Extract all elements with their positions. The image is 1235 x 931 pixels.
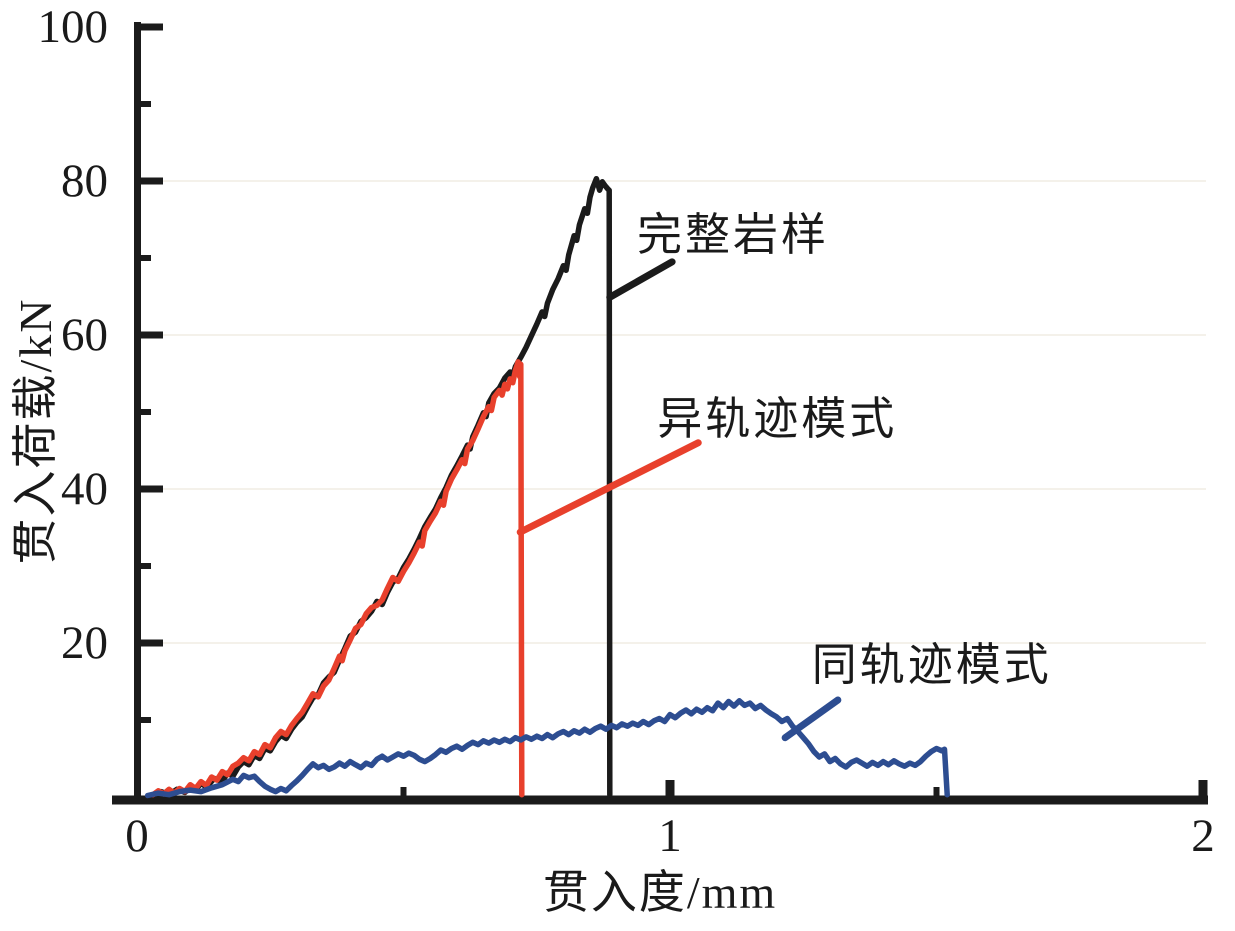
series-curve-异轨迹模式 [150, 359, 525, 798]
x-tick-label-2: 2 [1191, 810, 1215, 862]
x-tick-label-1: 1 [658, 810, 682, 862]
y-tick-label-60: 60 [61, 309, 108, 361]
annotation-same-trajectory-mode: 同轨迹模式 [811, 640, 1052, 691]
y-tick-label-80: 80 [61, 155, 108, 207]
annotation-leader-line [781, 696, 842, 742]
series-curve-完整岩样 [150, 175, 613, 799]
annotation-different-trajectory-mode: 异轨迹模式 [657, 393, 898, 444]
y-tick-label-100: 100 [37, 1, 109, 53]
y-tick-label-40: 40 [61, 463, 108, 515]
x-tick-label-0: 0 [125, 810, 149, 862]
y-tick-label-20: 20 [61, 617, 108, 669]
annotation-leader-line [606, 258, 676, 301]
series-curve-同轨迹模式 [144, 698, 950, 799]
annotation-intact-rock-sample: 完整岩样 [636, 209, 829, 260]
x-axis-title: 贯入度/mm [542, 867, 778, 918]
y-axis-title: 贯入荷载/kN [10, 297, 61, 565]
annotation-leader-line [516, 439, 702, 536]
